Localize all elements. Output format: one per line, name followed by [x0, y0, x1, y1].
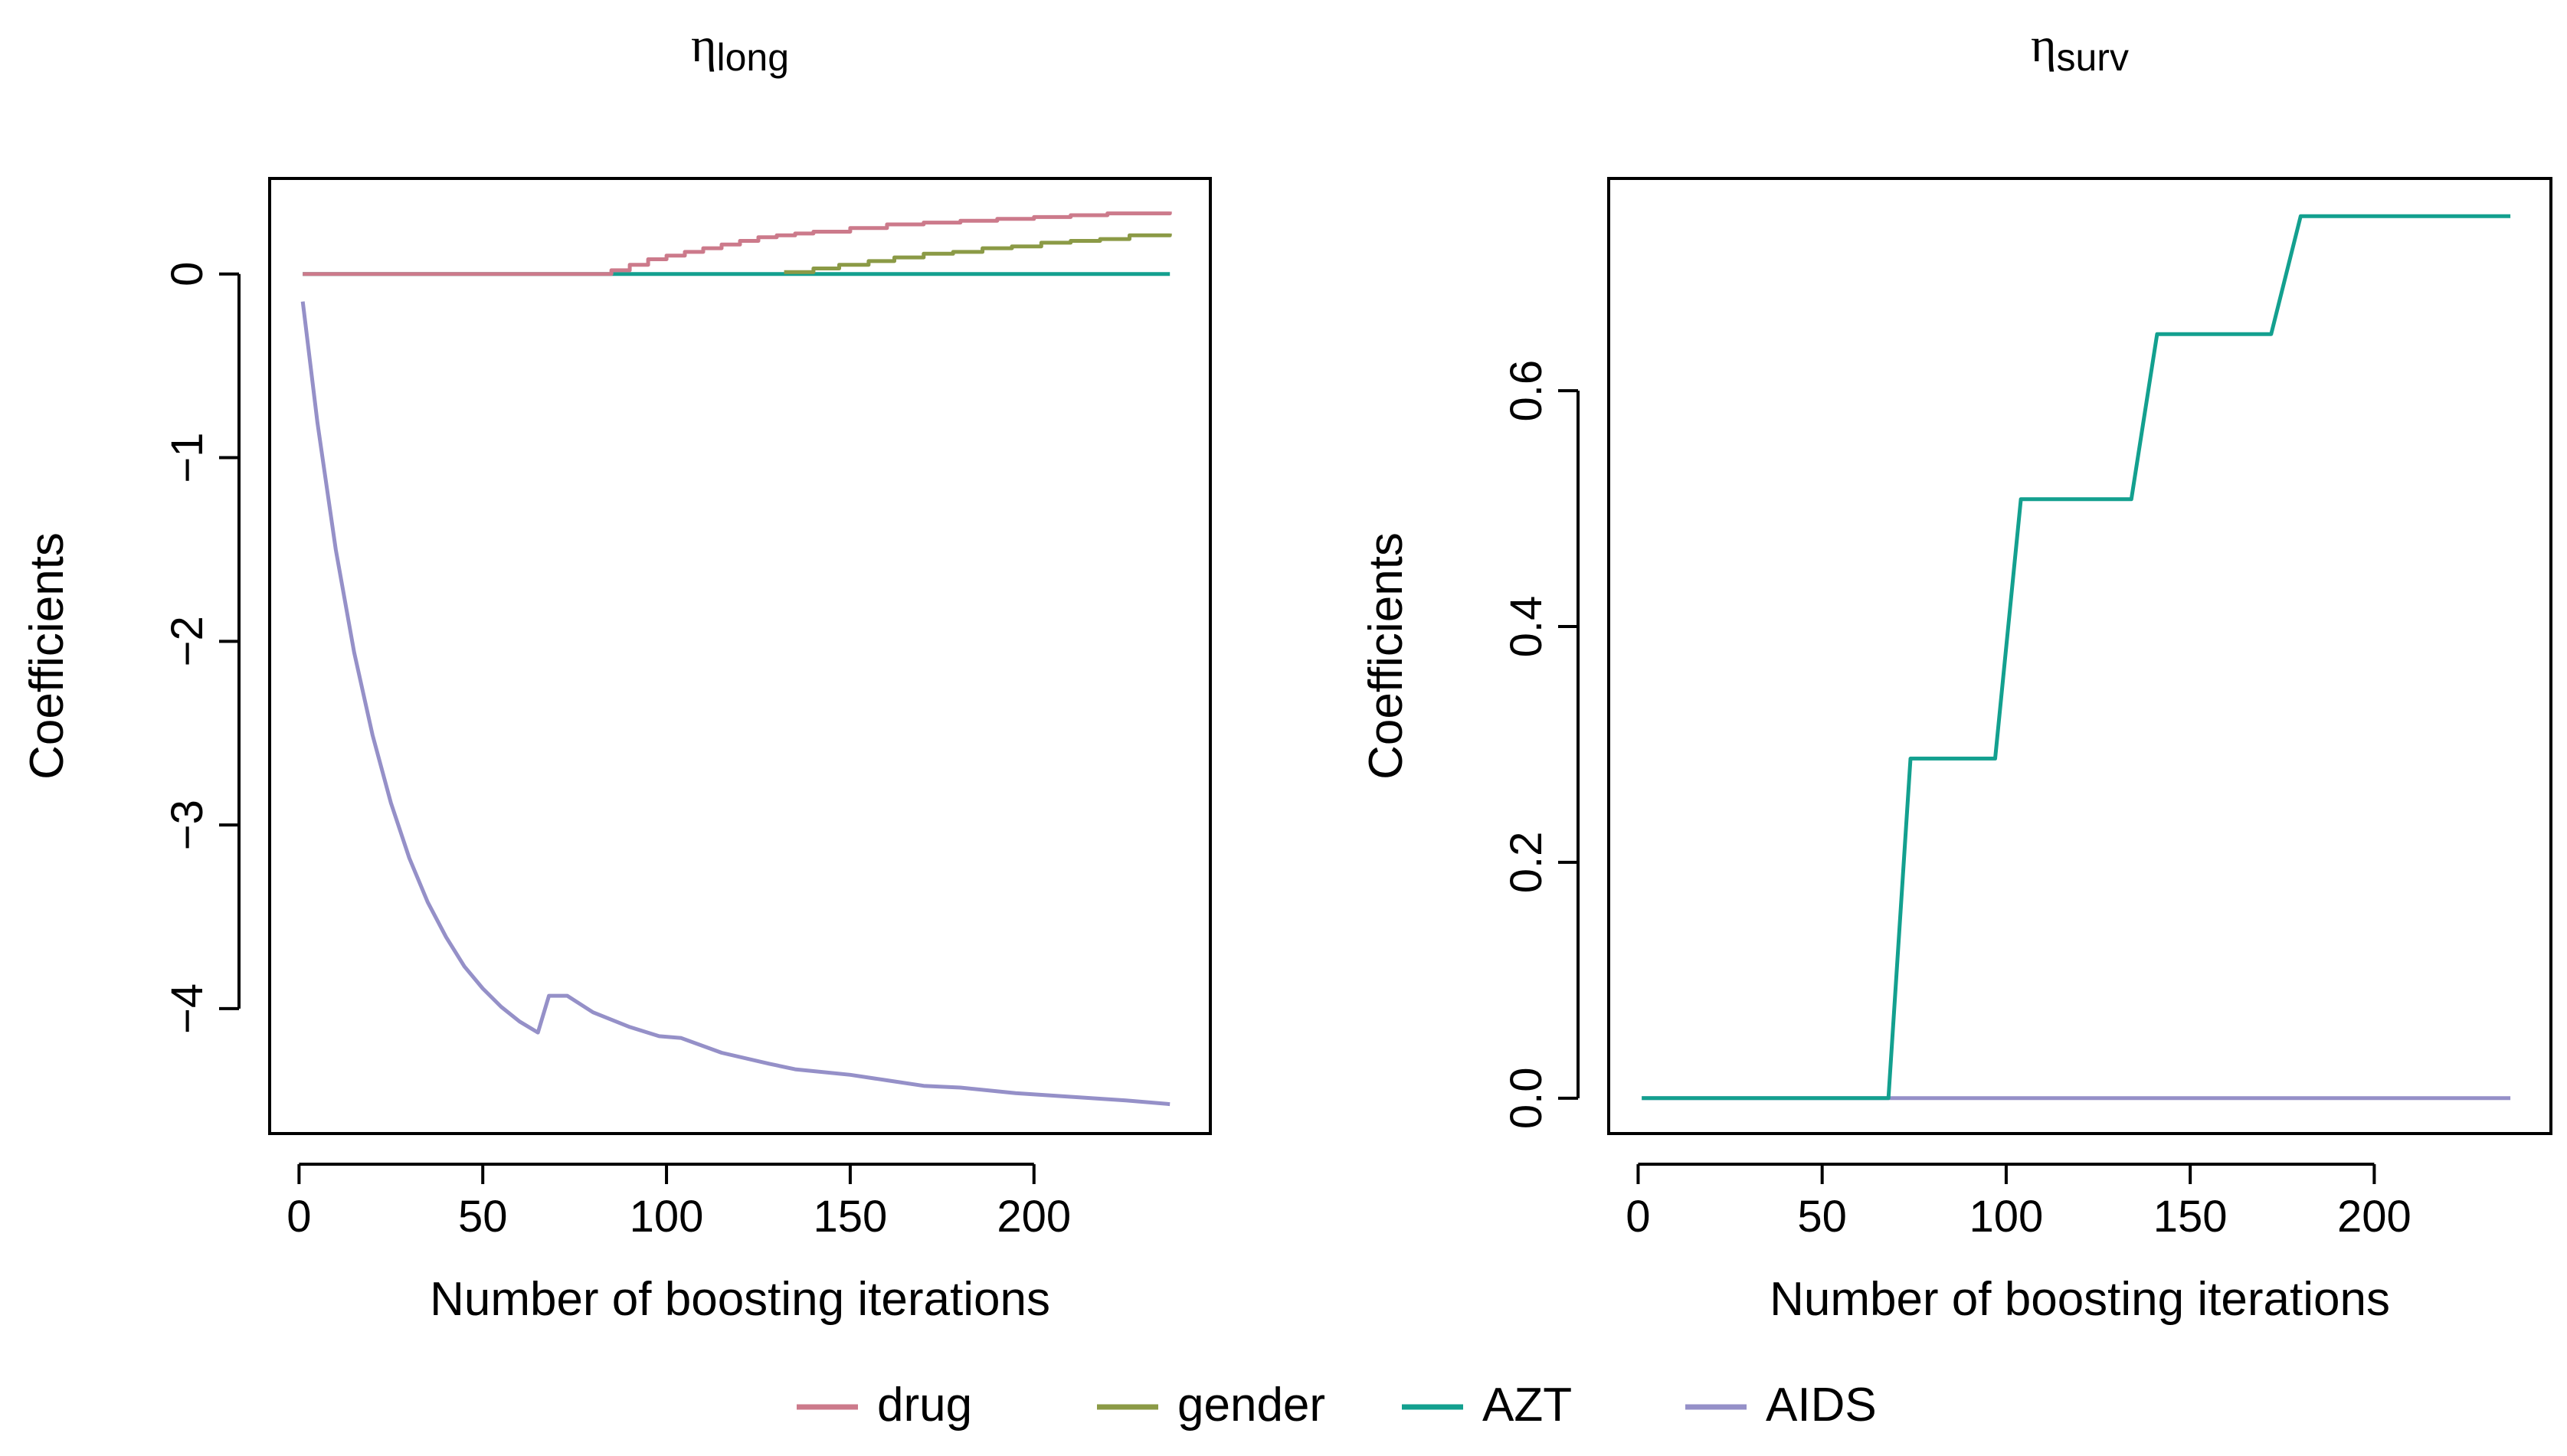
legend-item-azt: AZT [1402, 1379, 1572, 1431]
y-axis-label: Coefficients [1360, 532, 1413, 780]
x-axis: 0 50 100 150 200 [1626, 1163, 2411, 1242]
series-group [300, 211, 1172, 1107]
series-line-gender [784, 233, 1172, 274]
chart-title: ηlong [691, 18, 789, 79]
y-tick-label: 0.4 [1501, 596, 1551, 658]
x-tick-label: 100 [1969, 1192, 2044, 1242]
x-axis-label: Number of boosting iterations [430, 1273, 1050, 1326]
legend-label: AZT [1482, 1379, 1572, 1431]
y-axis-label: Coefficients [21, 532, 74, 780]
y-tick-label: −1 [162, 432, 212, 483]
series-line-azt [1642, 214, 2511, 1101]
legend-item-drug: drug [797, 1379, 972, 1431]
chart-title-symbol: η [691, 18, 716, 72]
chart-panel-surv: ηsurv 0 50 100 150 200 Number of boosting iter… [1360, 18, 2552, 1326]
series-line-aids [300, 301, 1171, 1107]
plot-frame [1607, 177, 2552, 1135]
y-tick-label: 0 [162, 262, 212, 286]
legend: drug gender AZT AIDS [797, 1379, 1877, 1431]
x-axis: 0 50 100 150 200 [286, 1163, 1071, 1242]
x-tick-label: 0 [1626, 1192, 1650, 1242]
y-tick-label: 0.2 [1501, 832, 1551, 894]
y-tick-label: 0.0 [1501, 1067, 1551, 1129]
x-tick-label: 150 [814, 1192, 888, 1242]
chart-title-symbol: η [2031, 18, 2056, 72]
chart-title: ηsurv [2031, 18, 2129, 79]
x-tick-label: 200 [997, 1192, 1071, 1242]
legend-item-aids: AIDS [1685, 1379, 1877, 1431]
chart-title-subscript: surv [2057, 36, 2129, 79]
chart-title-subscript: long [716, 36, 789, 79]
x-tick-label: 0 [286, 1192, 311, 1242]
x-axis-label: Number of boosting iterations [1770, 1273, 2390, 1326]
x-tick-label: 200 [2337, 1192, 2411, 1242]
series-line-drug [303, 211, 1172, 276]
y-tick-label: −4 [162, 983, 212, 1034]
y-tick-label: 0.6 [1501, 360, 1551, 422]
legend-label: AIDS [1766, 1379, 1877, 1431]
y-axis: 0.0 0.2 0.4 0.6 [1501, 360, 1580, 1129]
series-group [1642, 214, 2511, 1101]
y-tick-label: −3 [162, 800, 212, 850]
y-tick-label: −2 [162, 616, 212, 666]
legend-label: gender [1177, 1379, 1325, 1431]
x-tick-label: 50 [1797, 1192, 1847, 1242]
legend-label: drug [877, 1379, 972, 1431]
x-tick-label: 150 [2153, 1192, 2228, 1242]
legend-item-gender: gender [1097, 1379, 1325, 1431]
y-axis: −4 −3 −2 −1 0 [162, 262, 241, 1034]
x-tick-label: 100 [630, 1192, 704, 1242]
chart-panel-long: ηlong 0 50 100 150 200 Number of boosting iter… [21, 18, 1212, 1326]
x-tick-label: 50 [458, 1192, 508, 1242]
plot-frame [268, 177, 1212, 1135]
